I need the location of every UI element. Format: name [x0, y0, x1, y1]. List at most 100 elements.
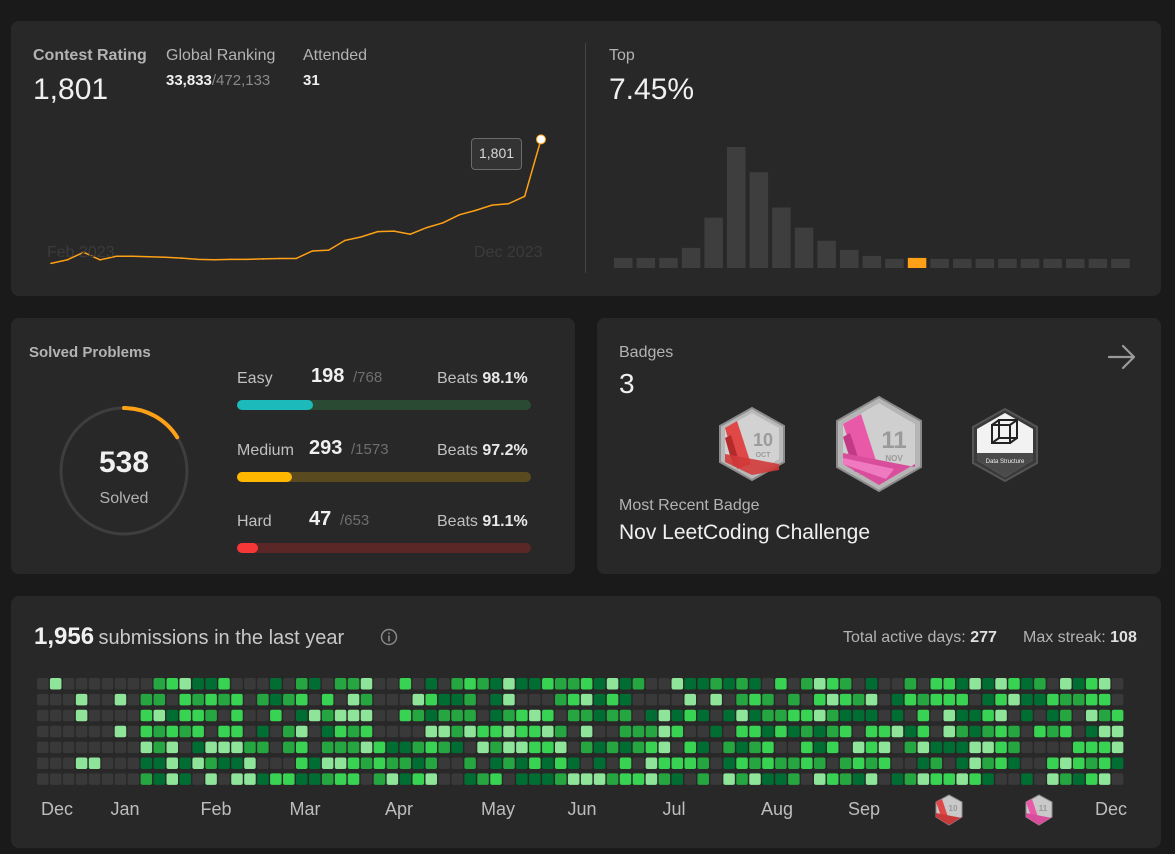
calendar-day-cell[interactable]: [930, 709, 943, 722]
calendar-day-cell[interactable]: [995, 709, 1007, 722]
calendar-day-cell[interactable]: [826, 678, 839, 690]
calendar-day-cell[interactable]: [296, 773, 308, 785]
calendar-day-cell[interactable]: [826, 725, 839, 738]
calendar-day-cell[interactable]: [580, 757, 593, 770]
calendar-day-cell[interactable]: [943, 757, 956, 770]
calendar-day-cell[interactable]: [943, 678, 956, 690]
calendar-day-cell[interactable]: [1073, 693, 1085, 706]
calendar-day-cell[interactable]: [658, 678, 671, 690]
calendar-day-cell[interactable]: [192, 757, 204, 770]
calendar-day-cell[interactable]: [736, 773, 748, 785]
calendar-day-cell[interactable]: [1060, 757, 1072, 770]
calendar-day-cell[interactable]: [710, 773, 722, 785]
calendar-day-cell[interactable]: [231, 693, 243, 706]
calendar-day-cell[interactable]: [503, 773, 515, 785]
calendar-day-cell[interactable]: [606, 741, 619, 754]
calendar-day-cell[interactable]: [982, 741, 994, 754]
nov-badge-mini-icon[interactable]: 11: [1024, 794, 1054, 826]
calendar-day-cell[interactable]: [736, 725, 748, 738]
calendar-day-cell[interactable]: [1111, 773, 1124, 785]
calendar-day-cell[interactable]: [671, 709, 684, 722]
calendar-day-cell[interactable]: [1060, 693, 1072, 706]
calendar-day-cell[interactable]: [723, 741, 735, 754]
calendar-day-cell[interactable]: [555, 757, 567, 770]
calendar-day-cell[interactable]: [1111, 709, 1124, 722]
calendar-day-cell[interactable]: [645, 693, 658, 706]
calendar-day-cell[interactable]: [412, 725, 425, 738]
histogram-bar-highlight[interactable]: [907, 257, 927, 268]
calendar-day-cell[interactable]: [943, 693, 956, 706]
calendar-day-cell[interactable]: [891, 757, 904, 770]
calendar-day-cell[interactable]: [891, 741, 904, 754]
calendar-day-cell[interactable]: [283, 773, 295, 785]
calendar-day-cell[interactable]: [788, 693, 800, 706]
calendar-day-cell[interactable]: [632, 773, 645, 785]
calendar-day-cell[interactable]: [283, 741, 295, 754]
calendar-day-cell[interactable]: [943, 725, 956, 738]
calendar-day-cell[interactable]: [749, 741, 761, 754]
calendar-day-cell[interactable]: [37, 725, 49, 738]
calendar-day-cell[interactable]: [192, 725, 204, 738]
calendar-day-cell[interactable]: [373, 725, 386, 738]
calendar-day-cell[interactable]: [1008, 725, 1020, 738]
calendar-day-cell[interactable]: [257, 725, 269, 738]
calendar-day-cell[interactable]: [1034, 709, 1046, 722]
calendar-day-cell[interactable]: [296, 709, 308, 722]
calendar-day-cell[interactable]: [826, 757, 839, 770]
calendar-day-cell[interactable]: [982, 725, 994, 738]
calendar-day-cell[interactable]: [231, 725, 243, 738]
calendar-day-cell[interactable]: [490, 773, 502, 785]
calendar-day-cell[interactable]: [1034, 773, 1046, 785]
calendar-day-cell[interactable]: [762, 693, 774, 706]
calendar-day-cell[interactable]: [438, 773, 450, 785]
histogram-bar[interactable]: [975, 258, 995, 268]
calendar-day-cell[interactable]: [580, 741, 593, 754]
calendar-day-cell[interactable]: [37, 757, 49, 770]
calendar-day-cell[interactable]: [943, 709, 956, 722]
calendar-day-cell[interactable]: [62, 693, 75, 706]
calendar-day-cell[interactable]: [593, 741, 606, 754]
calendar-day-cell[interactable]: [1098, 773, 1111, 785]
calendar-day-cell[interactable]: [503, 693, 515, 706]
calendar-day-cell[interactable]: [917, 757, 930, 770]
calendar-day-cell[interactable]: [723, 678, 735, 690]
calendar-day-cell[interactable]: [516, 773, 528, 785]
calendar-day-cell[interactable]: [878, 725, 891, 738]
calendar-day-cell[interactable]: [684, 725, 697, 738]
calendar-day-cell[interactable]: [684, 773, 697, 785]
calendar-day-cell[interactable]: [399, 773, 412, 785]
calendar-day-cell[interactable]: [852, 725, 865, 738]
calendar-day-cell[interactable]: [606, 725, 619, 738]
calendar-day-cell[interactable]: [49, 757, 62, 770]
calendar-day-cell[interactable]: [671, 773, 684, 785]
calendar-day-cell[interactable]: [749, 725, 761, 738]
calendar-day-cell[interactable]: [1085, 741, 1098, 754]
calendar-day-cell[interactable]: [930, 773, 943, 785]
calendar-day-cell[interactable]: [852, 709, 865, 722]
calendar-day-cell[interactable]: [49, 773, 62, 785]
calendar-day-cell[interactable]: [801, 773, 813, 785]
calendar-day-cell[interactable]: [1047, 757, 1059, 770]
calendar-day-cell[interactable]: [1034, 693, 1046, 706]
calendar-day-cell[interactable]: [710, 741, 722, 754]
calendar-day-cell[interactable]: [775, 678, 787, 690]
calendar-day-cell[interactable]: [1034, 741, 1046, 754]
calendar-day-cell[interactable]: [580, 693, 593, 706]
histogram-bar[interactable]: [953, 258, 972, 268]
calendar-day-cell[interactable]: [179, 678, 191, 690]
calendar-day-cell[interactable]: [529, 725, 541, 738]
calendar-day-cell[interactable]: [671, 757, 684, 770]
calendar-day-cell[interactable]: [814, 678, 826, 690]
calendar-day-cell[interactable]: [205, 741, 217, 754]
calendar-day-cell[interactable]: [37, 773, 49, 785]
calendar-day-cell[interactable]: [606, 757, 619, 770]
calendar-day-cell[interactable]: [308, 773, 321, 785]
calendar-day-cell[interactable]: [930, 678, 943, 690]
calendar-day-cell[interactable]: [788, 678, 800, 690]
calendar-day-cell[interactable]: [801, 678, 813, 690]
calendar-day-cell[interactable]: [347, 678, 360, 690]
calendar-day-cell[interactable]: [632, 678, 645, 690]
calendar-day-cell[interactable]: [360, 725, 373, 738]
calendar-day-cell[interactable]: [1034, 725, 1046, 738]
solved-ring[interactable]: [57, 404, 191, 538]
